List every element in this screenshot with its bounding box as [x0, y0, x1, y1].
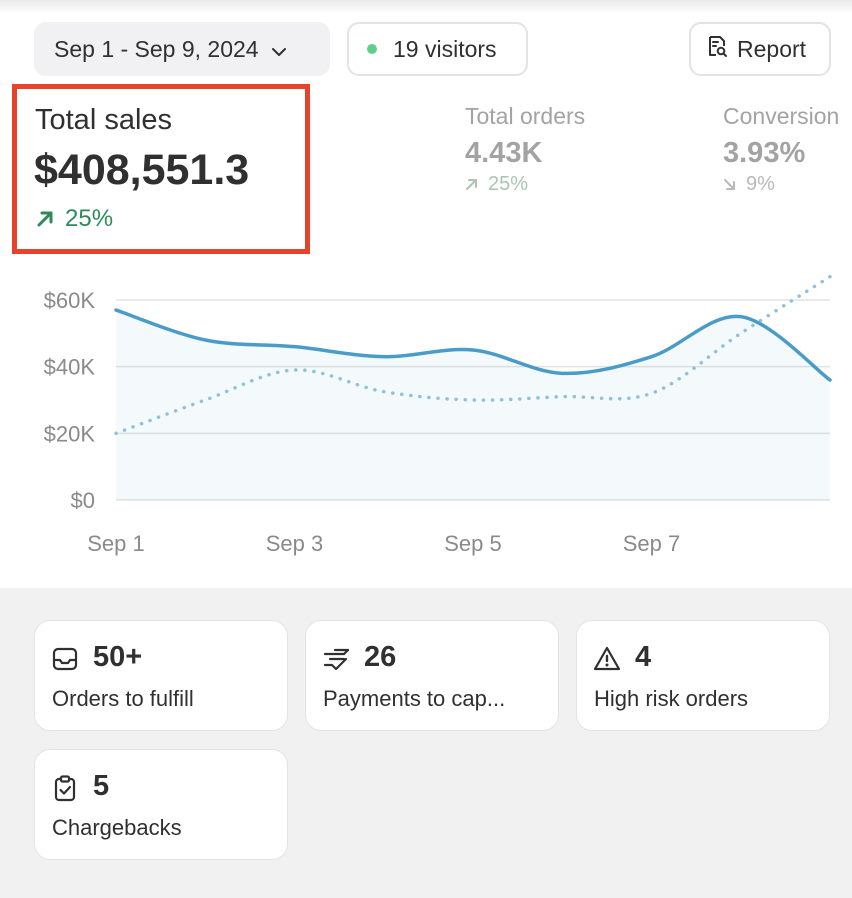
sales-line-chart: $60K $40K $20K $0 Sep 1 Sep 3 Sep 5 Sep 7 — [44, 274, 832, 556]
chargebacks-card[interactable]: 5 Chargebacks — [34, 749, 288, 860]
payments-to-capture-card[interactable]: 26 Payments to cap... — [305, 620, 559, 731]
task-count: 50+ — [93, 641, 143, 673]
visitors-label: 19 visitors — [393, 35, 497, 62]
total-sales-label: Total sales — [35, 104, 173, 136]
total-orders-change: 25% — [465, 173, 528, 196]
date-range-label: Sep 1 - Sep 9, 2024 — [54, 35, 259, 62]
total-orders-label: Total orders — [465, 103, 586, 129]
clipboard-check-icon — [51, 774, 79, 802]
live-dot-icon — [367, 44, 377, 54]
conversion-change-value: 9% — [746, 173, 775, 195]
arrow-up-right-icon — [35, 209, 55, 229]
orders-to-fulfill-card[interactable]: 50+ Orders to fulfill — [34, 620, 288, 731]
inbox-icon — [51, 645, 79, 673]
total-orders-value: 4.43K — [465, 137, 543, 169]
task-label: Payments to cap... — [323, 686, 506, 711]
task-label: Orders to fulfill — [52, 686, 194, 711]
arrow-down-right-icon — [723, 178, 736, 191]
task-label: Chargebacks — [52, 815, 182, 840]
conversion-change: 9% — [723, 173, 775, 196]
analytics-panel — [0, 0, 852, 588]
arrow-up-right-icon — [465, 178, 478, 191]
x-tick-label: Sep 7 — [623, 531, 681, 556]
x-tick-label: Sep 5 — [444, 531, 502, 556]
conversion-label: Conversion — [723, 103, 840, 129]
y-tick-label: $40K — [44, 355, 96, 380]
task-count: 26 — [364, 641, 397, 673]
top-fade — [0, 0, 852, 14]
task-label: High risk orders — [594, 686, 749, 711]
conversion-value: 3.93% — [723, 137, 806, 169]
warning-icon — [593, 645, 621, 673]
live-visitors-button[interactable]: 19 visitors — [347, 22, 528, 76]
report-icon — [705, 34, 737, 64]
task-count: 4 — [635, 641, 652, 673]
sales-area — [116, 310, 830, 500]
x-tick-label: Sep 3 — [266, 531, 324, 556]
current-period-line — [114, 308, 832, 382]
total-orders-change-value: 25% — [488, 173, 529, 195]
total-sales-change-value: 25% — [65, 205, 114, 232]
total-sales-change: 25% — [35, 205, 113, 233]
y-tick-label: $0 — [71, 488, 95, 513]
date-range-button[interactable]: Sep 1 - Sep 9, 2024 — [34, 22, 330, 76]
chevron-down-icon — [271, 36, 287, 63]
highlight-box — [12, 84, 310, 254]
y-tick-label: $20K — [44, 421, 96, 446]
high-risk-orders-card[interactable]: 4 High risk orders — [576, 620, 830, 731]
previous-period-line — [114, 274, 832, 436]
x-tick-label: Sep 1 — [87, 531, 145, 556]
report-button[interactable]: Report — [689, 22, 831, 76]
payment-icon — [322, 645, 350, 673]
task-count: 5 — [93, 770, 110, 802]
report-label: Report — [737, 35, 807, 62]
y-tick-label: $60K — [44, 288, 96, 313]
total-sales-value: $408,551.3 — [34, 146, 250, 194]
